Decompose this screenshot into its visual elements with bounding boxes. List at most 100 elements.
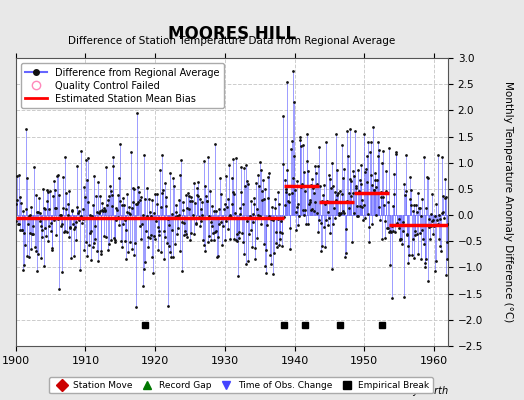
Point <box>266 261 275 267</box>
Point <box>208 223 216 230</box>
Point <box>375 146 383 153</box>
Point <box>56 212 64 218</box>
Point <box>434 221 442 227</box>
Point <box>402 152 410 158</box>
Point <box>121 216 129 223</box>
Point <box>114 214 122 220</box>
Point <box>165 242 173 249</box>
Point <box>286 224 294 231</box>
Point <box>91 223 100 230</box>
Point <box>77 148 85 154</box>
Point <box>139 212 147 219</box>
Point <box>428 191 436 198</box>
Point <box>269 217 278 223</box>
Point <box>251 256 259 263</box>
Point <box>365 238 374 245</box>
Point <box>34 209 42 216</box>
Point <box>60 154 69 161</box>
Point <box>252 180 260 186</box>
Point <box>164 303 172 309</box>
Point <box>354 213 363 220</box>
Point <box>430 213 439 219</box>
Point <box>271 240 280 246</box>
Point <box>21 242 29 248</box>
Point <box>155 232 163 239</box>
Point <box>227 214 235 220</box>
Point <box>70 226 79 232</box>
Point <box>324 171 333 178</box>
Point <box>346 126 354 132</box>
Point <box>166 170 174 176</box>
Point <box>248 244 256 250</box>
Point <box>231 210 239 216</box>
Point <box>413 231 421 238</box>
Point <box>141 258 150 265</box>
Point <box>258 197 267 203</box>
Point <box>370 170 379 176</box>
Point <box>358 204 366 210</box>
Point <box>138 221 146 227</box>
Point <box>23 253 31 259</box>
Point <box>100 233 108 240</box>
Point <box>104 197 113 203</box>
Point <box>24 213 32 219</box>
Point <box>174 212 183 218</box>
Point <box>326 230 335 236</box>
Point <box>442 272 451 278</box>
Point <box>387 295 396 301</box>
Point <box>184 190 192 196</box>
Point <box>353 213 362 220</box>
Point <box>195 196 204 202</box>
Point <box>423 174 431 180</box>
Point <box>269 271 277 277</box>
Point <box>91 236 99 242</box>
Point <box>118 201 126 208</box>
Point <box>152 201 161 207</box>
Point <box>329 220 337 227</box>
Point <box>100 205 108 212</box>
Point <box>237 189 246 195</box>
Point <box>73 163 82 170</box>
Point <box>111 237 119 243</box>
Point <box>197 218 205 224</box>
Point <box>398 218 407 225</box>
Point <box>392 220 401 226</box>
Point <box>259 241 268 247</box>
Point <box>310 208 319 214</box>
Point <box>150 191 159 198</box>
Point <box>294 222 302 228</box>
Point <box>289 175 298 181</box>
Point <box>416 230 424 236</box>
Point <box>99 208 107 214</box>
Point <box>260 186 269 192</box>
Point <box>421 264 430 270</box>
Point <box>280 202 289 208</box>
Point <box>377 188 385 195</box>
Point <box>440 214 448 221</box>
Point <box>345 176 354 183</box>
Point <box>125 204 134 210</box>
Point <box>424 216 433 222</box>
Point <box>132 304 140 310</box>
Point <box>387 229 395 235</box>
Point <box>158 190 166 196</box>
Point <box>232 236 241 243</box>
Point <box>83 253 92 259</box>
Point <box>245 214 254 221</box>
Point <box>38 227 47 234</box>
Point <box>198 212 206 218</box>
Point <box>217 215 226 222</box>
Title: MOORES HILL: MOORES HILL <box>168 24 296 42</box>
Point <box>227 201 236 207</box>
Point <box>147 232 156 239</box>
Point <box>33 268 41 274</box>
Point <box>360 131 368 137</box>
Point <box>372 212 380 218</box>
Point <box>196 206 205 212</box>
Point <box>422 256 431 262</box>
Point <box>202 193 210 199</box>
Point <box>163 216 172 222</box>
Point <box>413 190 422 196</box>
Point <box>215 206 224 212</box>
Point <box>107 188 115 195</box>
